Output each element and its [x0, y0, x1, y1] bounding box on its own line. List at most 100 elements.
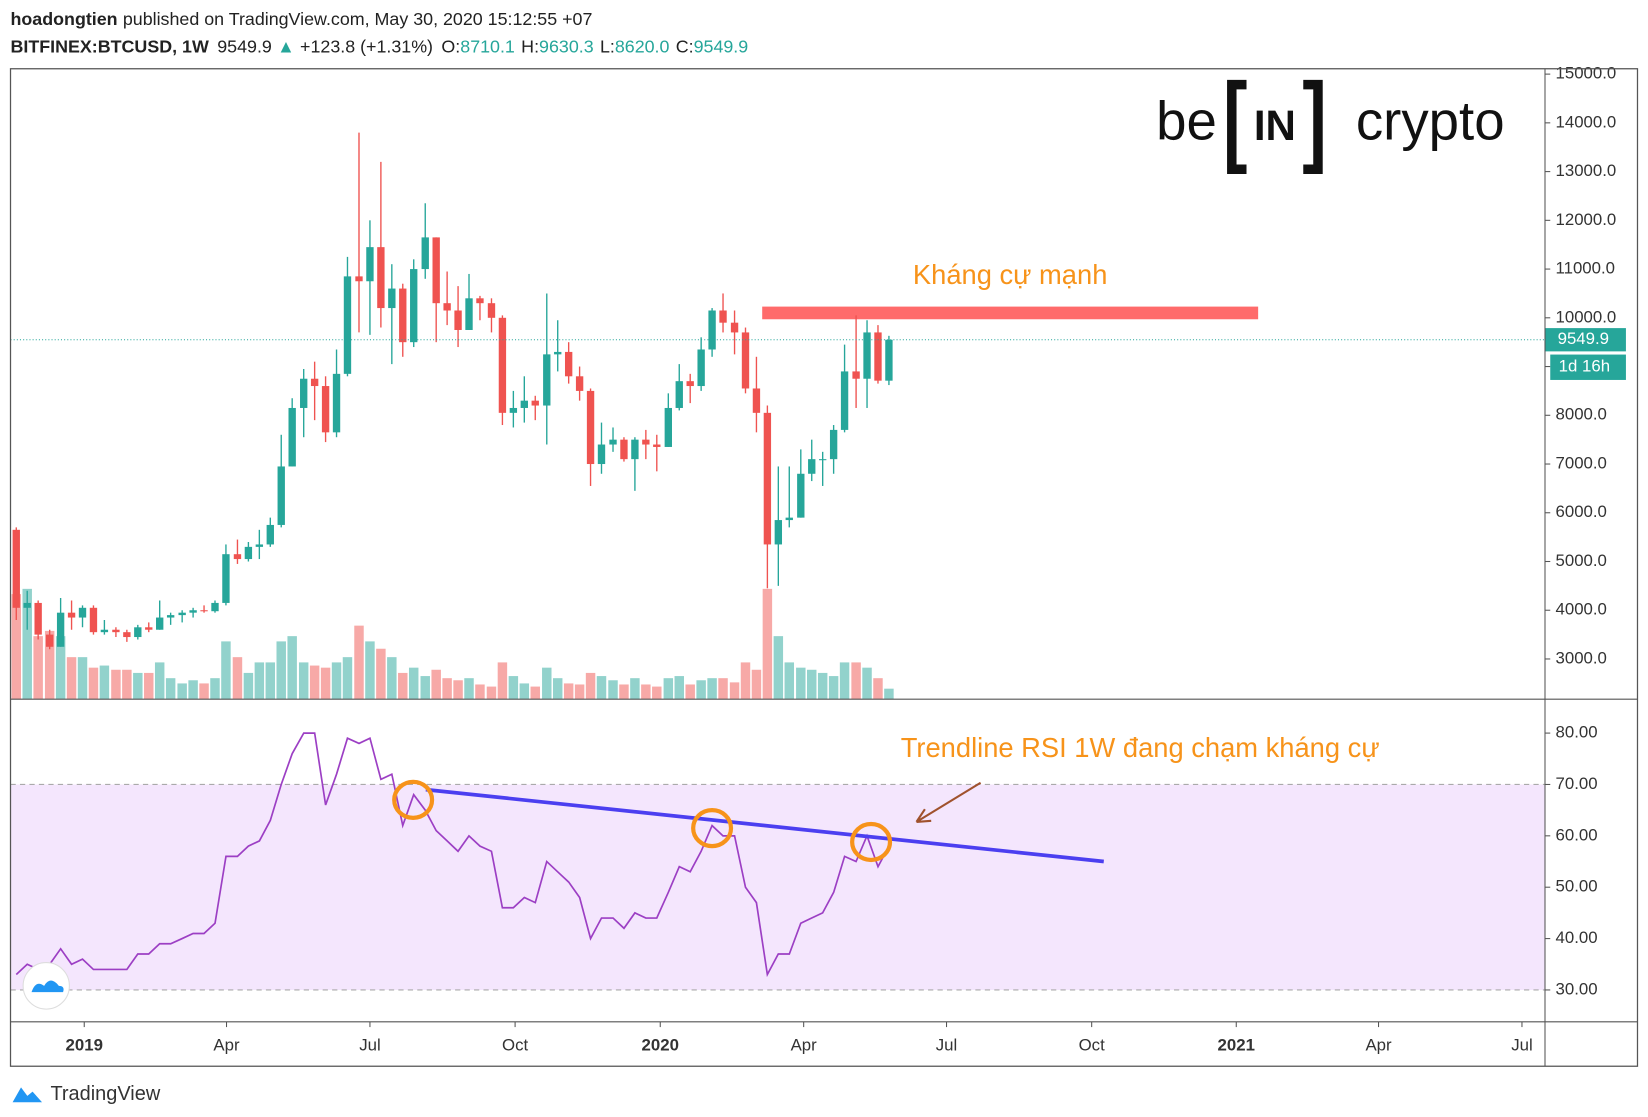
- volume-bar: [11, 594, 21, 700]
- candle-body: [112, 629, 120, 633]
- candle-body: [620, 439, 628, 460]
- volume-bar: [287, 636, 297, 700]
- y-tick-label: 3000.0: [1556, 648, 1607, 667]
- arrow: [915, 781, 982, 823]
- candle-body: [166, 615, 175, 618]
- volume-bar: [663, 678, 674, 700]
- candle-body: [200, 610, 208, 612]
- volume-bar: [420, 676, 430, 700]
- logo-middle: IN: [1254, 102, 1296, 149]
- y-tick-label: 11000.0: [1556, 258, 1616, 277]
- badge-cloud: [31, 980, 64, 993]
- volume-bar: [585, 672, 596, 700]
- volume-bar: [817, 672, 828, 700]
- candle-body: [399, 288, 407, 343]
- candle-body: [255, 544, 264, 547]
- o-value: 8710.1: [460, 36, 515, 56]
- candle-body: [288, 407, 296, 467]
- x-tick-label: Apr: [213, 1036, 240, 1055]
- logo-right: crypto: [1356, 89, 1505, 151]
- volume-bar: [696, 680, 706, 700]
- volume-bar: [596, 676, 607, 700]
- last-price-label: 9549.9: [1558, 329, 1609, 348]
- volume-bar: [652, 686, 662, 700]
- rsi-band: [10, 784, 1545, 990]
- volume-bar: [177, 683, 187, 700]
- candle-body: [67, 612, 76, 618]
- footer-text: TradingView: [50, 1083, 160, 1105]
- logo-left: be: [1156, 89, 1217, 151]
- volume-bar: [111, 669, 121, 700]
- candle-body: [134, 627, 142, 638]
- last-price: 9549.9: [217, 36, 272, 56]
- volume-bar: [751, 669, 762, 700]
- y-tick-label: 14000.0: [1556, 112, 1617, 131]
- candle-body: [443, 303, 451, 311]
- volume-bar: [552, 678, 563, 700]
- volume-bar: [762, 588, 773, 700]
- volume-bar: [685, 684, 695, 700]
- change: +123.8 (+1.31%): [300, 36, 433, 56]
- candle-body: [543, 354, 551, 406]
- candle-body: [808, 459, 816, 474]
- volume-bar: [365, 641, 375, 700]
- candle-body: [509, 407, 518, 413]
- volume-bar: [243, 672, 254, 700]
- volume-bar: [154, 662, 165, 700]
- trendline: [425, 787, 1104, 864]
- volume-bar: [276, 641, 286, 700]
- volume-bar: [464, 678, 474, 700]
- candle-body: [222, 554, 230, 603]
- volume-bar: [784, 662, 795, 700]
- volume-bar: [431, 669, 441, 700]
- candle-body: [631, 439, 639, 460]
- highlight-circle: [691, 808, 734, 849]
- volume-bar: [199, 683, 209, 700]
- candle-body: [89, 607, 98, 633]
- candle-body: [708, 310, 716, 350]
- candle-body: [388, 288, 396, 309]
- candle-body: [332, 373, 341, 433]
- candle-body: [145, 627, 153, 630]
- candle-body: [465, 298, 473, 330]
- volume-bar: [773, 636, 784, 700]
- volume-bar: [408, 667, 419, 700]
- volume-bar: [508, 676, 519, 700]
- h-label: H:: [521, 36, 539, 56]
- volume-bar: [254, 662, 265, 700]
- volume-bar: [718, 678, 728, 700]
- x-tick-label: 2021: [1218, 1036, 1255, 1055]
- candle-body: [233, 554, 242, 560]
- plot-area: 3000.04000.05000.06000.07000.08000.09000…: [10, 64, 1626, 1055]
- volume-bar: [630, 678, 640, 700]
- volume-bar: [44, 630, 55, 700]
- footer-icon: [12, 1087, 43, 1103]
- tv-badge: [22, 962, 70, 1010]
- candle-body: [840, 371, 849, 430]
- candle-body: [797, 473, 805, 518]
- candle-body: [366, 247, 374, 282]
- frame: [9, 68, 1639, 1067]
- rsi-annotation: Trendline RSI 1W đang chạm kháng cự: [901, 732, 1380, 763]
- volume-bar: [851, 662, 861, 700]
- volume-bar: [641, 684, 651, 700]
- rsi-y-tick-label: 30.00: [1556, 979, 1598, 998]
- volume-bar: [475, 684, 485, 700]
- volume-bar: [165, 678, 176, 700]
- volume-bar: [453, 680, 463, 700]
- volume-bar: [210, 678, 220, 700]
- candle-body: [586, 390, 595, 465]
- y-tick-label: 15000.0: [1556, 64, 1617, 83]
- candle-body: [277, 466, 285, 525]
- volume-bar: [398, 672, 408, 700]
- y-tick-label: 10000.0: [1556, 307, 1617, 326]
- volume-bar: [133, 672, 143, 700]
- candle-body: [266, 524, 274, 545]
- l-value: 8620.0: [615, 36, 670, 56]
- volume-bar: [342, 657, 353, 700]
- x-tick-label: 2019: [66, 1036, 103, 1055]
- candle-body: [642, 439, 650, 445]
- h-value: 9630.3: [539, 36, 594, 56]
- candle-body: [498, 317, 507, 413]
